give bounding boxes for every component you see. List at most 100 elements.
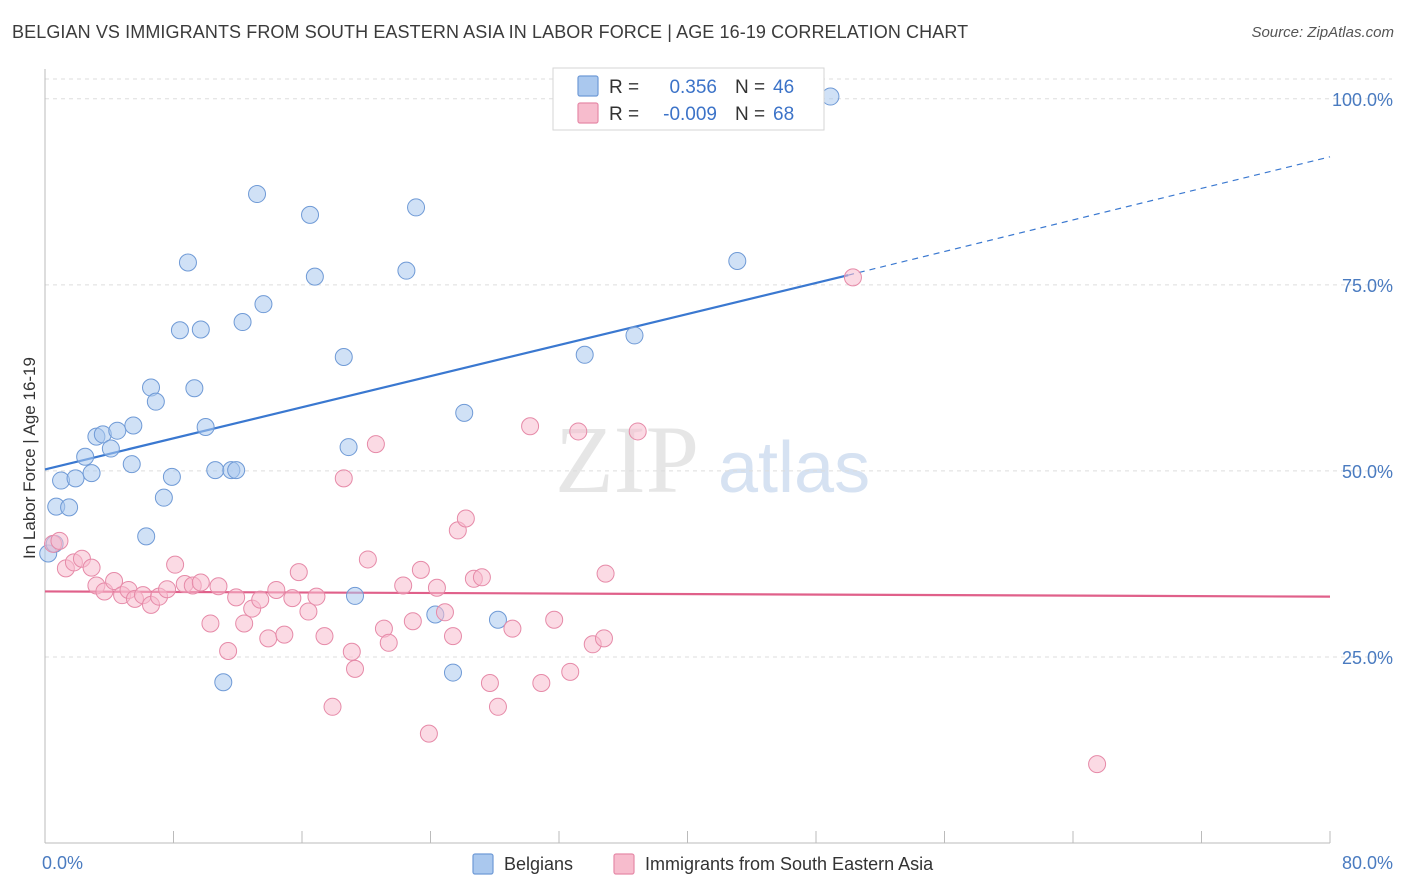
immigrant-point [480,673,499,692]
y-axis-title: In Labor Force | Age 16-19 [20,357,39,559]
stats-legend-swatch-belgians [577,75,599,97]
stats-r-value-belgians: 0.356 [669,77,717,98]
tick-labels: 25.0% 50.0% 75.0% 100.0% 0.0% 80.0% [42,90,1393,873]
belgian-point [728,252,747,271]
belgian-point [178,253,197,272]
belgian-point [122,455,141,474]
watermark-atlas: atlas [718,428,870,508]
belgian-point [488,610,507,629]
belgian-point [108,421,127,440]
belgian-point [101,439,120,458]
immigrant-point [82,558,101,577]
immigrant-point [346,659,365,678]
legend-label-immigrants: Immigrants from South Eastern Asia [645,854,934,874]
belgian-point [137,527,156,546]
immigrant-point [50,531,69,550]
belgian-point [66,469,85,488]
source-credit: Source: ZipAtlas.com [1251,24,1394,41]
immigrant-point [209,577,228,596]
series-legend: Belgians Immigrants from South Eastern A… [472,853,934,875]
belgian-point [214,673,233,692]
immigrant-point [315,627,334,646]
immigrant-point [166,555,185,574]
immigrant-point [379,633,398,652]
belgians-trend-line [44,274,849,471]
immigrant-point [443,627,462,646]
legend-label-belgians: Belgians [504,854,573,874]
immigrant-point [275,625,294,644]
belgian-point [248,185,267,204]
immigrant-point [251,590,270,609]
x-tick-label-max: 80.0% [1342,853,1393,873]
immigrant-point [394,576,413,595]
x-tick-label-min: 0.0% [42,853,83,873]
belgian-point [575,345,594,364]
data-points [39,87,1107,774]
belgian-point [625,326,644,345]
belgian-point [443,663,462,682]
belgian-point [146,392,165,411]
immigrant-point [521,417,540,436]
belgian-point [154,488,173,507]
immigrant-point [435,603,454,622]
belgian-point [82,464,101,483]
immigrant-point [427,578,446,597]
immigrant-point [569,422,588,441]
immigrant-point [411,560,430,579]
belgian-point [170,321,189,340]
legend-swatch-immigrants [613,853,635,875]
immigrant-point [158,580,177,599]
stats-r-value-immigrants: -0.009 [663,104,717,125]
immigrant-point [342,642,361,661]
stats-r-label-belgians: R = [609,77,639,98]
immigrant-point [503,619,522,638]
immigrant-point [532,673,551,692]
immigrant-point [488,697,507,716]
stats-legend: R = 0.356 N = 46 R = -0.009 N = 68 [552,67,825,131]
stats-n-label-immigrants: N = [735,104,765,125]
belgian-point [407,198,426,217]
immigrant-point [307,587,326,606]
immigrant-point [472,568,491,587]
belgian-point [196,417,215,436]
immigrant-point [105,572,124,591]
immigrant-point [235,614,254,633]
belgian-point [334,348,353,367]
watermark-zip: ZIP [555,406,699,513]
stats-r-label-immigrants: R = [609,104,639,125]
y-tick-label: 25.0% [1342,648,1393,668]
belgian-point [76,447,95,466]
chart-title: BELGIAN VS IMMIGRANTS FROM SOUTH EASTERN… [12,22,969,42]
stats-n-value-belgians: 46 [773,77,794,98]
belgian-point [124,416,143,435]
immigrant-point [191,573,210,592]
immigrant-point [403,612,422,631]
immigrant-point [366,435,385,454]
belgian-point [60,498,79,517]
y-tick-label: 75.0% [1342,276,1393,296]
immigrant-point [628,422,647,441]
belgian-point [301,205,320,224]
immigrant-point [456,509,475,528]
belgian-point [162,467,181,486]
immigrant-point [289,563,308,582]
belgian-point [305,267,324,286]
legend-swatch-belgians [472,853,494,875]
belgian-point [346,586,365,605]
immigrant-point [219,641,238,660]
immigrant-point [594,629,613,648]
gridlines [45,78,1392,658]
belgian-point [227,461,246,480]
immigrant-point [596,564,615,583]
belgian-point [254,295,273,314]
belgian-point [821,87,840,106]
axes [44,69,1331,844]
immigrant-point [1088,755,1107,774]
y-tick-label: 100.0% [1332,90,1393,110]
stats-n-label-belgians: N = [735,77,765,98]
immigrant-point [227,588,246,607]
immigrant-point [323,697,342,716]
immigrant-point [419,724,438,743]
immigrant-point [259,629,278,648]
